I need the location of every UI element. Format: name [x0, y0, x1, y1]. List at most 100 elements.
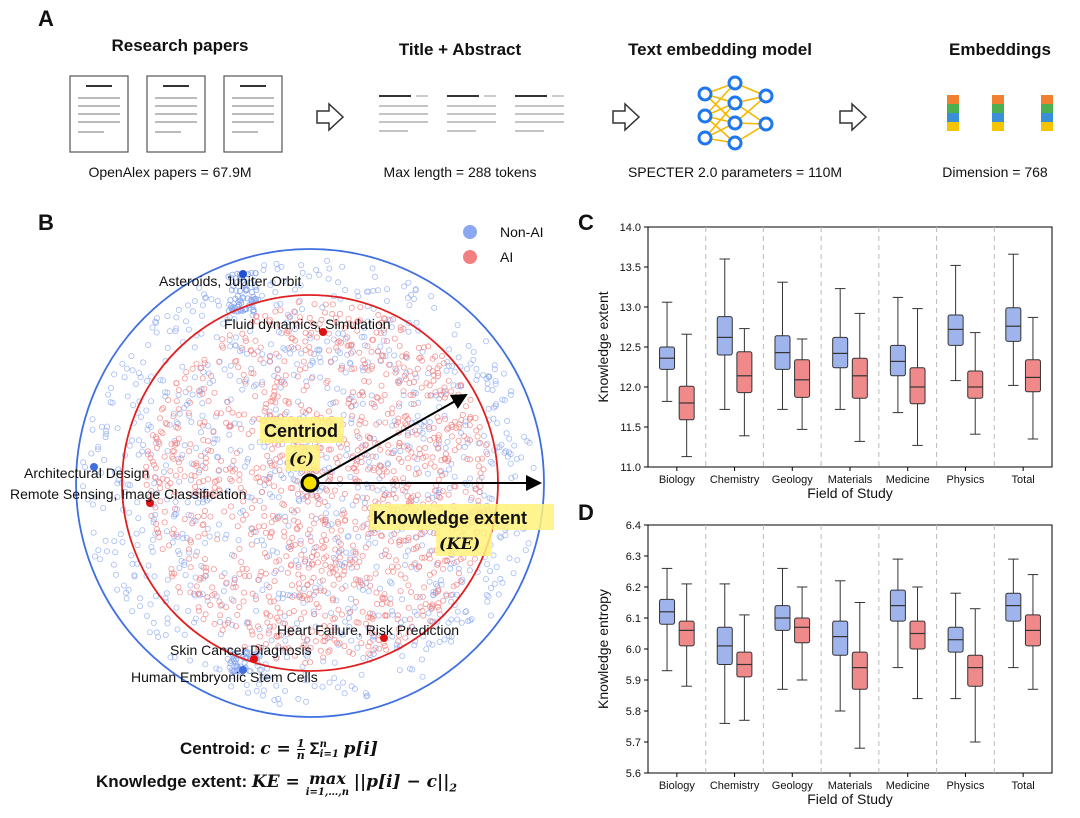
non-ai-point — [173, 604, 180, 611]
non-ai-point — [248, 270, 255, 277]
ai-point — [281, 620, 288, 627]
non-ai-point — [305, 561, 312, 568]
ai-point — [400, 537, 407, 544]
ai-point — [320, 531, 327, 538]
ai-point — [381, 642, 388, 649]
non-ai-point — [291, 308, 298, 315]
ai-point — [261, 408, 268, 415]
ai-point — [285, 328, 292, 335]
ai-point — [378, 552, 385, 559]
non-ai-point — [405, 319, 412, 326]
non-ai-point — [492, 378, 499, 385]
non-ai-point — [152, 593, 159, 600]
ai-point — [288, 507, 295, 514]
non-ai-point — [283, 631, 290, 638]
ai-point — [432, 389, 439, 396]
non-ai-point — [300, 677, 307, 684]
ai-point — [168, 570, 175, 577]
non-ai-point — [331, 675, 338, 682]
ai-point — [350, 542, 357, 549]
non-ai-point — [372, 453, 379, 460]
ai-point — [323, 553, 330, 560]
non-ai-point — [227, 362, 234, 369]
non-ai-point — [172, 327, 179, 334]
non-ai-point — [463, 365, 470, 372]
ai-point — [368, 348, 375, 355]
non-ai-point — [458, 619, 465, 626]
ai-point — [434, 603, 441, 610]
non-ai-point — [380, 337, 387, 344]
ai-point — [345, 465, 352, 472]
non-ai-point — [348, 419, 355, 426]
non-ai-point — [512, 473, 519, 480]
non-ai-point — [231, 580, 238, 587]
ai-point — [312, 638, 319, 645]
ai-point — [161, 453, 168, 460]
ai-point — [430, 530, 437, 537]
ai-point — [200, 616, 207, 623]
ai-point — [298, 402, 305, 409]
ai-point — [175, 435, 182, 442]
non-ai-point — [330, 399, 337, 406]
ai-point — [383, 468, 390, 475]
non-ai-point — [225, 487, 232, 494]
ai-point — [196, 590, 203, 597]
non-ai-point — [298, 306, 305, 313]
ai-point — [264, 619, 271, 626]
ai-point — [416, 446, 423, 453]
ai-point — [362, 420, 369, 427]
non-ai-point — [204, 525, 211, 532]
ai-point — [264, 452, 271, 459]
ai-point — [247, 347, 254, 354]
ai-point — [217, 612, 224, 619]
ai-point — [281, 358, 288, 365]
non-ai-point — [189, 308, 196, 315]
non-ai-point — [260, 475, 267, 482]
ai-point — [144, 448, 151, 455]
ai-point — [439, 488, 446, 495]
non-ai-point — [202, 539, 209, 546]
x-tick-label: Biology — [659, 474, 696, 486]
ai-point — [270, 623, 277, 630]
non-ai-point — [354, 484, 361, 491]
non-ai-point — [405, 279, 412, 286]
ai-point — [377, 319, 384, 326]
ai-point — [311, 301, 318, 308]
ai-point — [356, 349, 363, 356]
neural-network-icon — [697, 75, 774, 151]
non-ai-point — [187, 582, 194, 589]
ai-point — [253, 474, 260, 481]
ai-point — [410, 546, 417, 553]
non-ai-point — [445, 362, 452, 369]
ai-point — [213, 410, 220, 417]
non-ai-point — [191, 374, 198, 381]
ai-point — [240, 498, 247, 505]
non-ai-point — [465, 342, 472, 349]
ai-box — [909, 586, 926, 700]
ai-point — [357, 304, 364, 311]
ai-point — [160, 404, 167, 411]
ai-point — [231, 552, 238, 559]
ai-point — [445, 425, 452, 432]
ai-point — [360, 357, 367, 364]
ai-point — [265, 593, 272, 600]
non-ai-point — [401, 561, 408, 568]
ai-point — [314, 493, 321, 500]
ai-point — [426, 365, 433, 372]
ai-point — [234, 523, 241, 530]
ai-point — [161, 519, 168, 526]
ai-point — [211, 590, 218, 597]
non-ai-point — [470, 356, 477, 363]
ai-point — [362, 441, 369, 448]
non-ai-point — [386, 347, 393, 354]
non-ai-point — [436, 611, 443, 618]
text-lines-icon — [515, 95, 564, 132]
non-ai-point — [129, 608, 136, 615]
non-ai-point — [153, 315, 160, 322]
ai-point — [189, 520, 196, 527]
ai-point — [321, 517, 328, 524]
non-ai-point — [107, 399, 114, 406]
ai-point — [444, 426, 451, 433]
ai-box — [851, 312, 868, 442]
non-ai-point — [427, 528, 434, 535]
